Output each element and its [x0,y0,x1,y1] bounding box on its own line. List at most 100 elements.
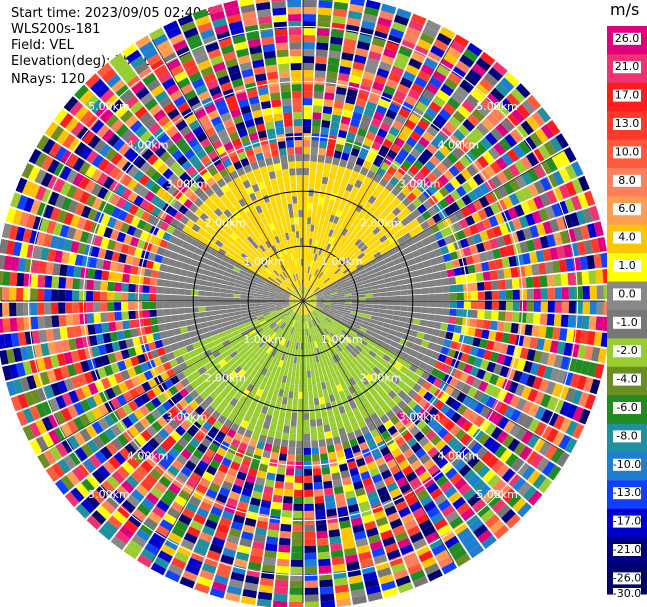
nrays-label: NRays: 120 [11,72,86,87]
ray-gate [293,496,303,504]
ray-gate [401,125,413,136]
ray-gate [456,309,464,317]
ray-gate [322,329,328,337]
ray-gate [337,242,344,250]
ray-gate [377,398,387,409]
ray-gate [192,318,201,325]
ray-gate [503,355,513,367]
ray-gate [319,283,326,289]
ray-gate [331,264,338,272]
ray-gate [415,240,425,249]
ray-gate [540,301,548,313]
ray-gate [278,389,285,397]
ray-gate [338,359,345,368]
ray-gate [350,329,358,335]
ray-gate [376,243,385,251]
ray-gate [365,373,374,383]
ray-gate [386,481,399,493]
ray-gate [328,364,335,373]
ray-gate [420,165,431,177]
ray-gate [342,285,351,290]
ray-gate [523,360,533,374]
ray-gate [375,560,390,571]
ray-gate [384,338,393,345]
ray-gate [369,319,378,325]
ray-gate [444,194,455,205]
ray-gate [565,164,578,180]
ray-gate [348,264,356,271]
ray-gate [391,447,403,458]
ray-gate [313,390,319,399]
ray-gate [430,434,442,446]
ray-gate [395,575,411,587]
ray-gate [266,472,276,481]
ray-gate [37,316,46,329]
ray-gate [347,353,355,361]
ray-gate [150,269,159,278]
ray-gate [430,137,443,150]
ray-gate [587,362,598,378]
ray-gate [358,306,366,311]
ray-gate [318,439,326,448]
ray-gate [322,337,328,345]
ray-gate [405,317,414,324]
ray-gate [597,237,607,252]
ray-gate [418,550,434,563]
ray-gate [377,567,392,578]
ray-gate [434,399,445,411]
ray-gate [122,273,130,283]
ray-gate [404,222,415,232]
ray-gate [455,198,467,209]
ray-gate [44,302,52,315]
ray-gate [472,337,481,347]
ray-gate [338,234,345,243]
ray-gate [507,493,522,508]
ray-gate [467,327,476,337]
ray-gate [456,301,464,309]
ray-gate [310,334,314,342]
ray-gate [392,207,402,217]
ray-gate [485,92,500,107]
ray-gate [342,256,350,264]
ray-gate [329,379,336,388]
ray-gate [559,417,572,433]
ray-gate [391,21,407,33]
ray-gate [487,474,501,488]
ray-gate [304,328,307,336]
ray-gate [517,481,532,497]
ray-gate [329,262,336,270]
ray-gate [340,244,347,252]
ray-gate [304,266,307,274]
ray-gate [387,248,397,256]
ray-gate [219,297,227,301]
ray-gate [205,306,213,312]
ray-gate [378,313,386,318]
ray-gate [316,303,324,307]
ray-gate [426,172,438,184]
ray-gate [299,314,302,322]
ray-gate [508,193,520,206]
ray-gate [540,177,552,192]
ray-gate [304,503,314,511]
ray-gate [420,281,429,288]
ray-gate [324,317,332,323]
ray-gate [553,314,562,327]
ray-gate [339,159,348,168]
ray-gate [332,479,343,488]
ray-gate [436,64,451,77]
ray-gate [386,261,395,268]
ray-gate [389,555,404,567]
ray-gate [371,37,386,48]
ray-gate [371,189,381,199]
ray-gate [405,26,421,39]
ray-gate [226,308,234,313]
ray-gate [303,0,317,8]
ray-gate [368,223,377,232]
ray-gate [335,172,344,181]
ray-gate [30,302,38,316]
ray-gate [515,175,527,189]
ray-gate [386,192,396,202]
ray-gate [552,187,564,202]
ray-gate [515,412,528,426]
ray-gate [312,384,318,392]
